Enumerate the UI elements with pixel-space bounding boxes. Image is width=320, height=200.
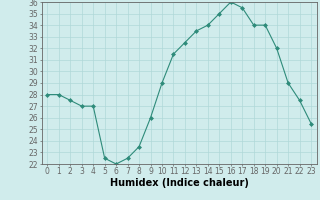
X-axis label: Humidex (Indice chaleur): Humidex (Indice chaleur)	[110, 178, 249, 188]
